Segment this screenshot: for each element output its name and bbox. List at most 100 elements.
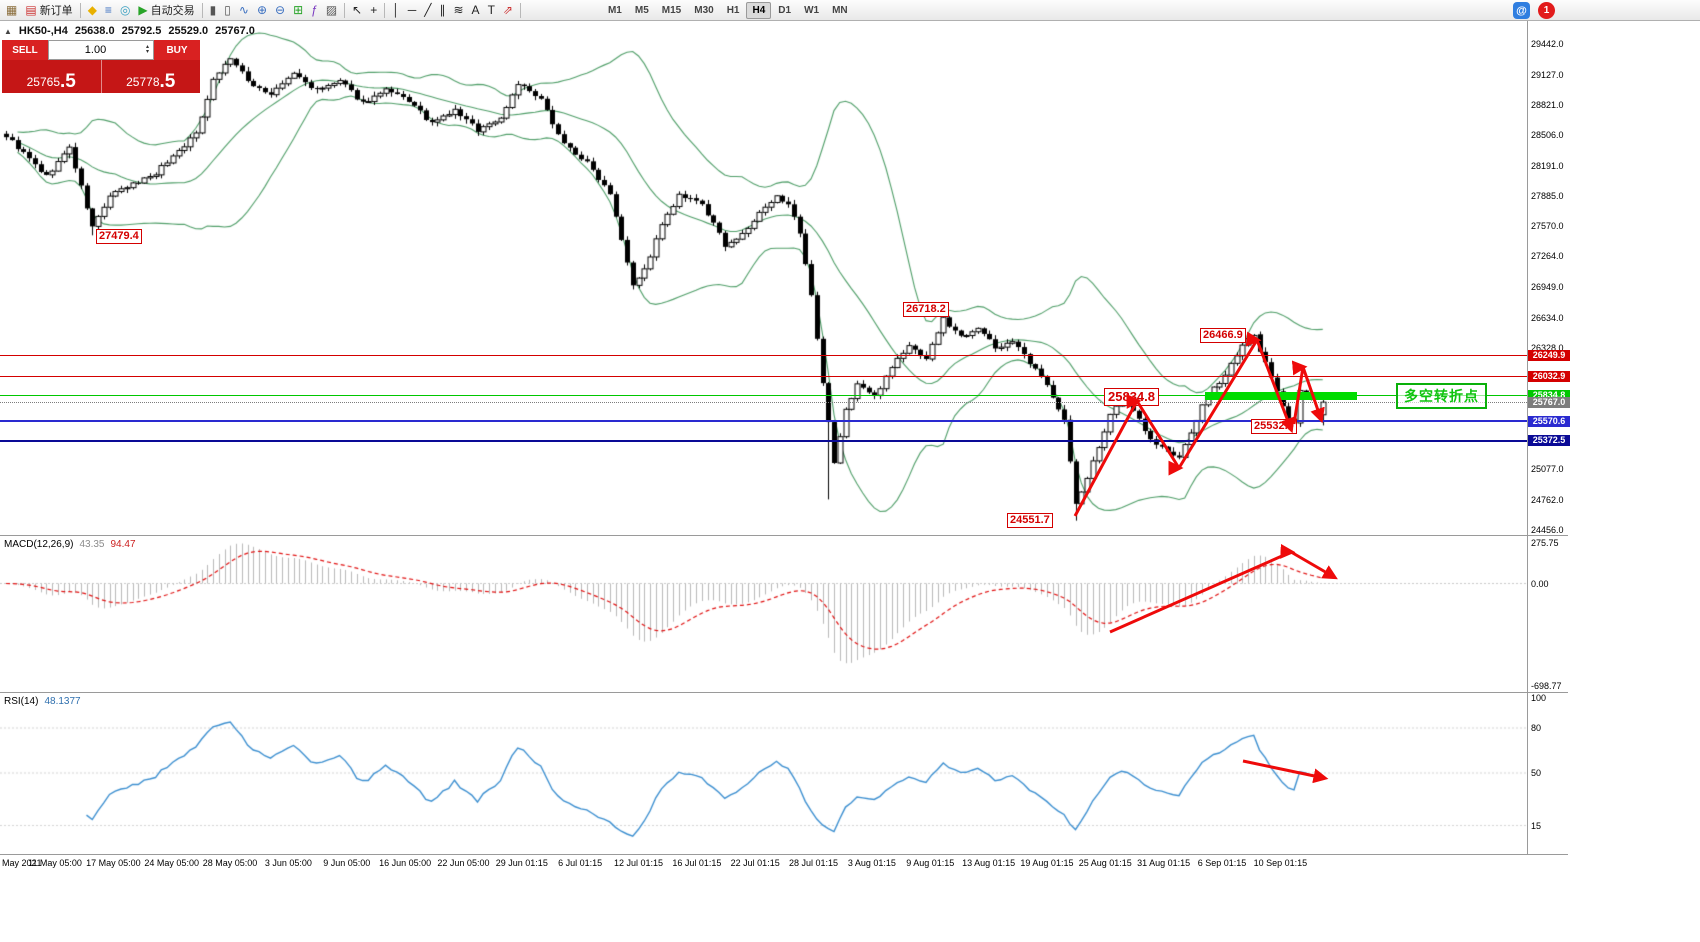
time-axis-label: 6 Sep 01:15 — [1197, 858, 1247, 868]
panel-resize-handle[interactable] — [0, 854, 1568, 855]
buy-price[interactable]: 25778.5 — [102, 60, 201, 93]
cursor-button[interactable]: ↖ — [348, 1, 366, 19]
metaeditor-button[interactable]: ◆ — [84, 1, 101, 19]
horizontal-line-button[interactable]: ─ — [404, 1, 421, 19]
time-axis-label: 11 May 05:00 — [28, 858, 82, 868]
price-tag: 25834.8 — [1528, 390, 1570, 402]
turning-point-label[interactable]: 多空转折点 — [1396, 383, 1487, 409]
fibonacci-icon: ≋ — [453, 3, 464, 17]
sell-button[interactable]: SELL — [2, 40, 48, 60]
panel-collapse-icon[interactable]: ▲ — [4, 26, 12, 36]
sell-price-main: 25765 — [26, 75, 60, 89]
time-axis-label: 17 May 05:00 — [86, 858, 141, 868]
line-chart-icon: ∿ — [238, 3, 249, 17]
price-axis-tick: 28191.0 — [1531, 160, 1564, 171]
main-chart-canvas[interactable] — [0, 22, 1527, 536]
cursor-icon: ↖ — [352, 3, 363, 17]
price-tag: 25570.6 — [1528, 415, 1570, 427]
price-axis-tick: 24762.0 — [1531, 495, 1564, 506]
sell-price[interactable]: 25765.5 — [2, 60, 102, 93]
buy-button[interactable]: BUY — [154, 40, 200, 60]
tab-timeframe-m30[interactable]: M30 — [694, 4, 714, 16]
indicators-button[interactable]: ƒ — [307, 1, 322, 19]
text-label-button[interactable]: T — [484, 1, 499, 19]
time-axis-label: 24 May 05:00 — [144, 858, 199, 868]
price-axis-tick: 26328.0 — [1531, 342, 1564, 353]
tab-timeframe-m15[interactable]: M15 — [661, 4, 682, 16]
price-axis-tick: 28821.0 — [1531, 99, 1564, 110]
price-axis[interactable]: 29442.0 29127.0 28821.0 28506.0 28191.0 27885… — [1528, 0, 1588, 942]
indicators-icon: ƒ — [311, 3, 318, 17]
time-axis[interactable]: May 2021 11 May 05:00 17 May 05:00 24 May 0… — [0, 855, 1527, 875]
tab-timeframe-m1[interactable]: M1 — [607, 4, 622, 16]
metaeditor-icon: ◆ — [87, 3, 97, 17]
price-tag: 26249.9 — [1528, 349, 1570, 361]
macd-axis-tick: -698.77 — [1531, 681, 1562, 691]
toolbar-separator — [519, 2, 521, 18]
volume-value: 1.00 — [84, 44, 107, 56]
tab-timeframe-m5[interactable]: M5 — [634, 4, 649, 16]
crosshair-button[interactable]: + — [366, 1, 381, 19]
candle-chart-icon: ▯ — [224, 3, 231, 17]
tab-timeframe-d1[interactable]: D1 — [778, 4, 792, 16]
autotrading-button[interactable]: ▶ 自动交易 — [134, 1, 198, 19]
strategy-tester-button[interactable]: ◎ — [116, 1, 134, 19]
toolbar-separator — [201, 2, 203, 18]
trendline-button[interactable]: ╱ — [420, 1, 435, 19]
channel-button[interactable]: ∥ — [435, 1, 449, 19]
time-axis-label: May 2021 — [2, 858, 42, 868]
time-axis-label: 10 Sep 01:15 — [1253, 858, 1308, 868]
vertical-line-icon: │ — [392, 3, 400, 17]
vertical-line-button[interactable]: │ — [388, 1, 404, 19]
sell-price-pips: .5 — [60, 71, 76, 92]
time-axis-label: 9 Aug 01:15 — [906, 858, 955, 868]
time-axis-label: 6 Jul 01:15 — [558, 858, 603, 868]
price-axis-tick: 29442.0 — [1531, 39, 1564, 49]
price-axis-tick: 27885.0 — [1531, 190, 1564, 201]
text-label-icon: T — [487, 3, 495, 17]
arrows-tool-button[interactable]: ⇗ — [499, 1, 517, 19]
buy-price-main: 25778 — [126, 75, 160, 89]
volume-up-button[interactable]: ▴ — [145, 44, 149, 50]
tile-windows-button[interactable]: ⊞ — [289, 1, 307, 19]
time-axis-label: 13 Aug 01:15 — [962, 858, 1016, 868]
notification-badge[interactable]: 1 — [1538, 2, 1555, 19]
fibonacci-button[interactable]: ≋ — [449, 1, 467, 19]
market-watch-button[interactable]: ≡ — [101, 1, 116, 19]
line-chart-button[interactable]: ∿ — [235, 1, 253, 19]
new-chart-button[interactable]: ▦ — [2, 1, 21, 19]
rsi-value: 48.1377 — [44, 696, 81, 707]
volume-field[interactable]: 1.00 ▴ ▾ — [48, 40, 154, 60]
tab-timeframe-mn[interactable]: MN — [832, 4, 848, 16]
zoom-out-button[interactable]: ⊖ — [271, 1, 289, 19]
rsi-panel-canvas[interactable] — [0, 693, 1527, 855]
panel-resize-handle[interactable] — [0, 535, 1568, 536]
candle-chart-button[interactable]: ▯ — [220, 1, 235, 19]
tab-timeframe-h4[interactable]: H4 — [746, 1, 772, 19]
templates-button[interactable]: ▨ — [322, 1, 341, 19]
macd-panel-canvas[interactable] — [0, 536, 1527, 693]
price-axis-tick: 26949.0 — [1531, 282, 1564, 292]
tab-timeframe-w1[interactable]: W1 — [804, 4, 820, 16]
horizontal-line-icon: ─ — [407, 3, 417, 17]
time-axis-label: 3 Aug 01:15 — [847, 858, 896, 868]
arrows-tool-icon: ⇗ — [502, 3, 513, 17]
buy-price-pips: .5 — [159, 71, 176, 92]
ohlc-open: 25638.0 — [74, 25, 115, 37]
time-axis-label: 28 May 05:00 — [202, 858, 258, 868]
market-watch-icon: ≡ — [104, 3, 112, 17]
rsi-name: RSI(14) — [4, 696, 39, 707]
bar-chart-button[interactable]: ▮ — [206, 1, 221, 19]
new-order-button[interactable]: ▤ 新订单 — [21, 1, 76, 19]
time-axis-label: 31 Aug 01:15 — [1137, 858, 1191, 868]
panel-resize-handle[interactable] — [0, 692, 1568, 693]
tab-timeframe-h1[interactable]: H1 — [726, 4, 740, 16]
templates-icon: ▨ — [325, 3, 338, 17]
text-button[interactable]: A — [468, 1, 484, 19]
crosshair-icon: + — [370, 3, 378, 17]
messenger-icon[interactable]: @ — [1513, 2, 1530, 19]
time-axis-label: 19 Aug 01:15 — [1020, 858, 1074, 868]
zoom-in-button[interactable]: ⊕ — [253, 1, 271, 19]
volume-down-button[interactable]: ▾ — [145, 49, 149, 55]
zoom-in-icon: ⊕ — [256, 3, 267, 17]
